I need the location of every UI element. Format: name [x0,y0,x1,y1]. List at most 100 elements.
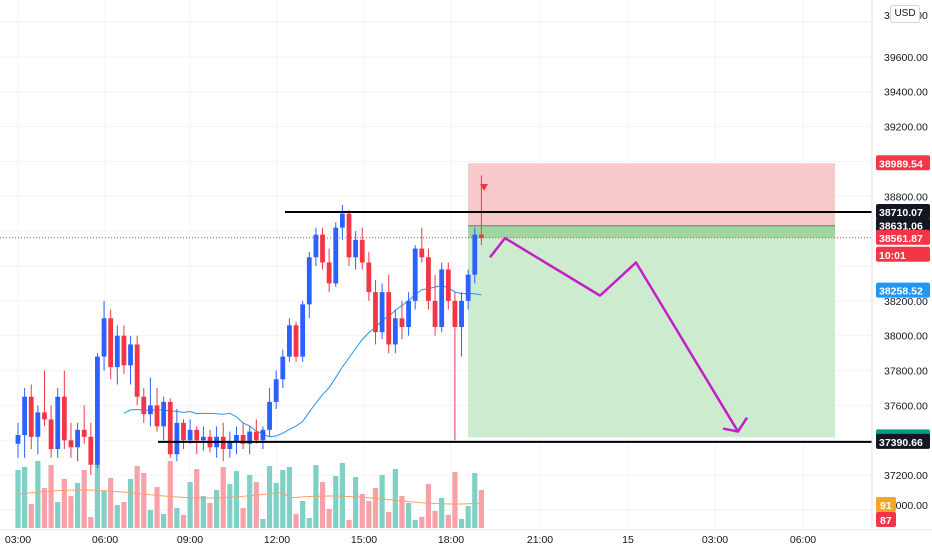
candle [167,398,173,458]
candle [280,349,286,388]
volume-bar [478,490,484,528]
candle [81,405,87,444]
price-tag: 91 [876,497,896,512]
volume-bar [425,484,432,528]
candle [359,227,365,270]
take-profit-zone[interactable] [468,225,835,438]
candle [472,227,478,284]
candle-body [154,405,160,427]
volume-bar [121,502,127,528]
volume-bar [187,482,193,528]
volume-bar [419,517,425,528]
price-tag: 38561.87 [876,229,930,245]
candle-body [28,396,34,437]
candle-body [392,318,398,345]
projection-arrow-head [722,416,749,433]
price-tag: 38631.06 [876,217,930,233]
candle-body [306,257,312,305]
candle-body [95,356,100,465]
candle [267,388,272,437]
volume-bar [319,482,326,528]
candle-body [386,292,392,345]
candle [148,377,153,427]
price-tag: 87 [876,512,896,527]
volume-bar [300,501,306,528]
currency-button[interactable]: USD [890,5,920,23]
candle [247,426,253,455]
candle [227,431,233,458]
candle-body [300,304,306,357]
candle-body [141,396,147,415]
price-tick-label: 37200.00 [884,470,928,482]
candle [412,245,418,310]
volume-bar [61,479,67,528]
stop-loss-zone[interactable] [468,163,835,226]
svg-text:38989.54: 38989.54 [879,158,923,170]
volume-bar [154,487,160,528]
price-tick-label: 39400.00 [884,87,928,99]
candle-body [35,412,41,437]
volume-bar [458,519,465,528]
volume-bar [114,505,120,528]
candle [326,248,332,293]
candle [379,283,385,340]
candle-body [234,435,239,443]
volume-bar [174,508,180,528]
candle-body [61,396,67,441]
time-tick-label: 06:00 [92,534,118,546]
candle [293,321,299,362]
candle [141,388,147,423]
candle [61,370,67,449]
candle-body [68,440,74,448]
time-tick-label: 15 [622,534,634,546]
volume-bar [366,501,372,528]
candle-body [439,269,445,327]
candle [439,262,445,333]
candle [68,422,74,458]
volume-bar [353,477,359,528]
volume-bar [227,484,233,528]
candle-body [121,335,127,366]
candle [42,370,47,427]
candle [181,419,186,449]
candle-body [452,300,458,327]
volume-bar [214,490,220,528]
svg-text:10:01: 10:01 [879,250,906,262]
candle-body [313,234,319,258]
candle [154,388,160,432]
candle-body [174,422,180,455]
projection-arrow[interactable] [489,236,740,433]
candle [452,292,458,441]
price-tag: 38989.54 [876,155,930,171]
candle-body [320,234,325,263]
candle [253,419,259,444]
volume-bar [273,483,279,528]
candle-body [200,436,206,441]
volume-bar [48,465,54,528]
price-tick-label: 38800.00 [884,191,928,203]
price-tick-label: 38000.00 [884,331,928,343]
candle [346,210,352,266]
candle [306,252,312,319]
candle-body [227,442,233,449]
svg-text:91: 91 [880,500,892,512]
candle-body [88,436,94,465]
price-tick-label: 38200.00 [884,296,928,308]
volume-bar [233,471,240,528]
volume-bar [101,491,107,528]
alert-triangle-icon [480,184,488,191]
time-tick-label: 06:00 [790,534,816,546]
volume-bar [412,520,418,528]
candle-body [280,356,286,380]
candle [48,405,54,458]
candle [339,205,345,240]
volume-ma-line [17,489,482,505]
candle [28,384,34,449]
candle [95,353,100,469]
candle [459,292,464,357]
candle-body [15,435,21,444]
volume-bar [180,515,187,528]
volume-bar [260,519,266,528]
